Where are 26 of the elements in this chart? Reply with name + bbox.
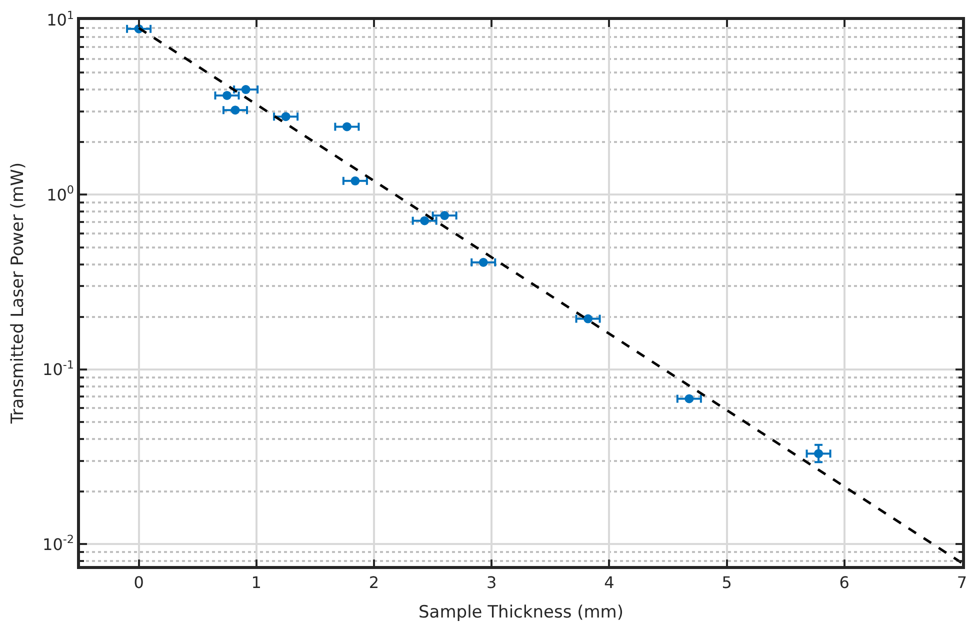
point xyxy=(684,394,694,404)
x-tick-label: 4 xyxy=(604,572,614,592)
point xyxy=(420,216,430,226)
x-tick-label: 6 xyxy=(839,572,850,592)
y-tick-label: 10$^{0}$ xyxy=(46,184,74,204)
x-tick-label: 2 xyxy=(368,572,380,592)
x-tick-label: 1 xyxy=(251,572,262,592)
point xyxy=(241,85,250,94)
x-tick-label: 0 xyxy=(134,572,144,592)
x-tick-label: 3 xyxy=(486,572,497,592)
y-tick-label: 10$^{-1}$ xyxy=(42,358,74,380)
point xyxy=(440,211,450,220)
x-tick-label: 7 xyxy=(956,572,968,592)
y-tick-label: 10$^{-2}$ xyxy=(42,533,74,554)
point xyxy=(814,449,824,458)
point xyxy=(342,122,352,132)
point xyxy=(584,314,593,324)
point xyxy=(222,90,232,100)
x-tick-label: 5 xyxy=(722,572,732,592)
point xyxy=(281,112,290,122)
y-axis-title: Transmitted Laser Power (mW) xyxy=(8,162,28,425)
point xyxy=(478,258,488,267)
x-axis-title: Sample Thickness (mm) xyxy=(418,602,624,622)
y-tick-label: 10$^{1}$ xyxy=(46,8,74,30)
point xyxy=(230,106,240,115)
point xyxy=(350,176,360,186)
